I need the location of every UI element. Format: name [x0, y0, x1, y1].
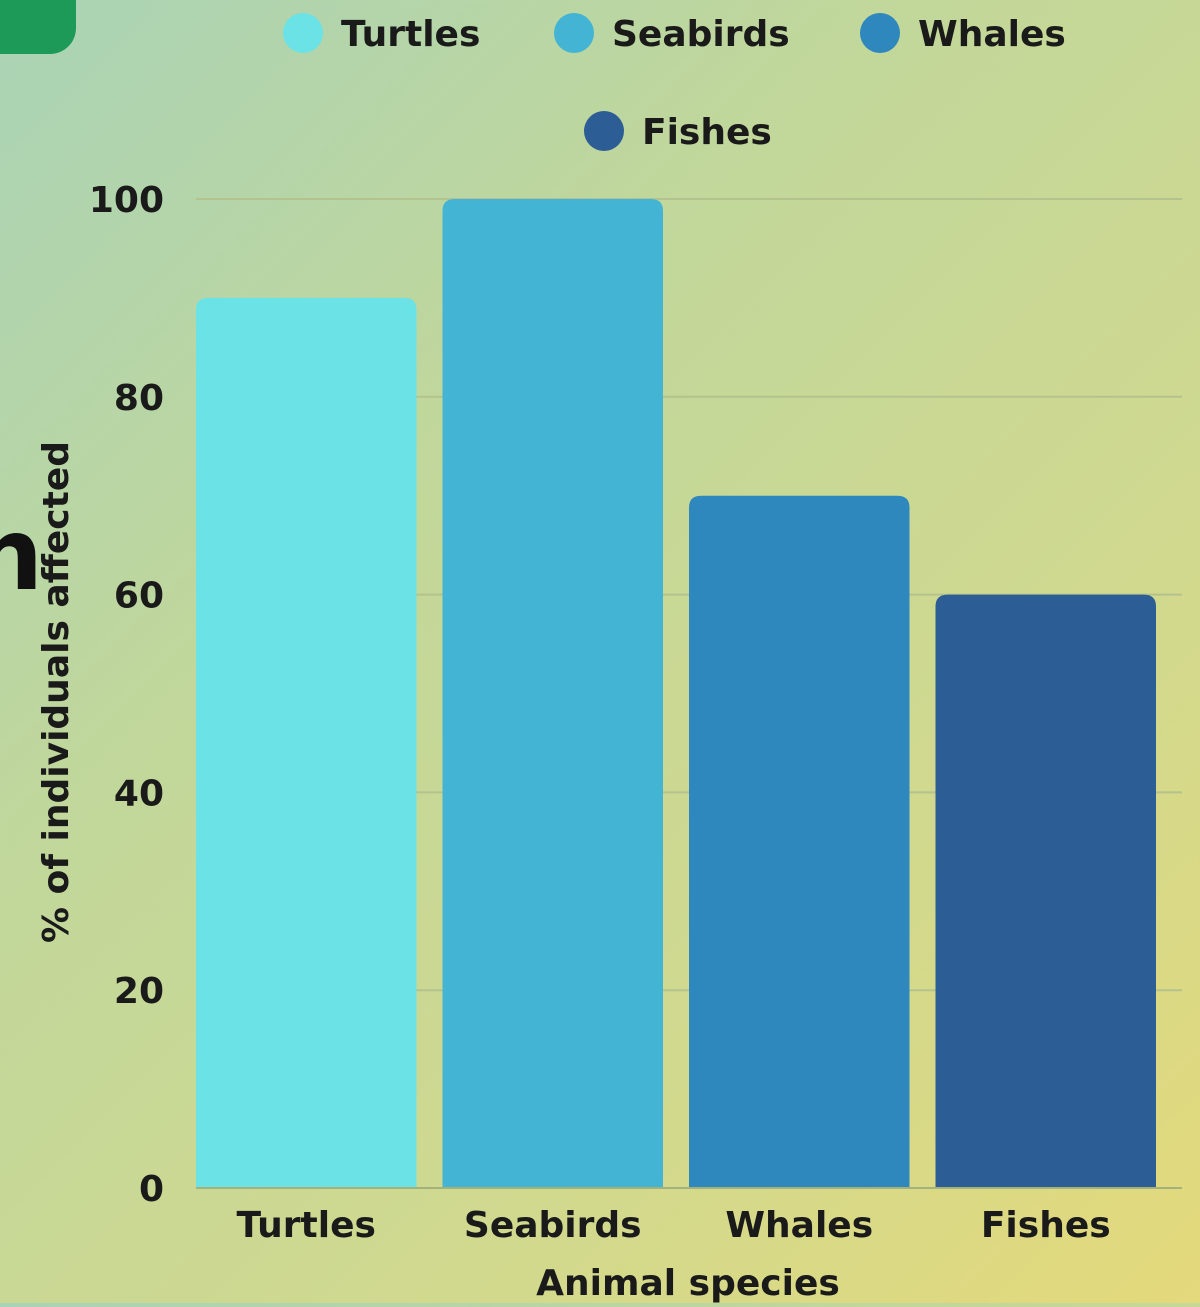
legend-label: Whales — [918, 14, 1066, 55]
edge-glyph: n — [0, 496, 44, 613]
x-tick-label: Fishes — [981, 1205, 1111, 1246]
y-tick-label: 0 — [139, 1169, 164, 1210]
legend-marker — [283, 13, 323, 53]
y-tick-label: 40 — [114, 773, 164, 814]
legend-marker — [860, 13, 900, 53]
legend-item-whales[interactable]: Whales — [860, 13, 1066, 55]
bar-whales — [689, 495, 910, 1188]
legend-label: Turtles — [341, 14, 480, 55]
legend-marker — [554, 13, 594, 53]
x-axis-label: Animal species — [536, 1263, 840, 1303]
legend-label: Seabirds — [612, 14, 790, 55]
legend-marker — [584, 111, 624, 151]
bars — [196, 199, 1156, 1188]
y-tick-label: 60 — [114, 576, 164, 617]
legend-item-seabirds[interactable]: Seabirds — [554, 13, 790, 55]
x-tick-label: Whales — [725, 1205, 873, 1246]
corner-tab — [0, 0, 76, 54]
bar-seabirds — [442, 199, 663, 1188]
x-tick-label: Seabirds — [464, 1205, 642, 1246]
y-axis-label: % of individuals affected — [36, 441, 77, 943]
legend[interactable]: Turtles Seabirds Whales Fishes — [283, 13, 1066, 153]
y-tick-label: 100 — [89, 180, 164, 221]
bar-fishes — [935, 594, 1156, 1188]
y-tick-labels: 0 20 40 60 80 100 — [89, 180, 164, 1210]
y-tick-label: 80 — [114, 378, 164, 419]
y-tick-label: 20 — [114, 971, 164, 1012]
x-tick-labels: Turtles Seabirds Whales Fishes — [237, 1205, 1111, 1246]
legend-label: Fishes — [642, 112, 772, 153]
legend-item-turtles[interactable]: Turtles — [283, 13, 480, 55]
legend-item-fishes[interactable]: Fishes — [584, 111, 772, 153]
bar-turtles — [196, 297, 417, 1188]
x-tick-label: Turtles — [237, 1205, 376, 1246]
